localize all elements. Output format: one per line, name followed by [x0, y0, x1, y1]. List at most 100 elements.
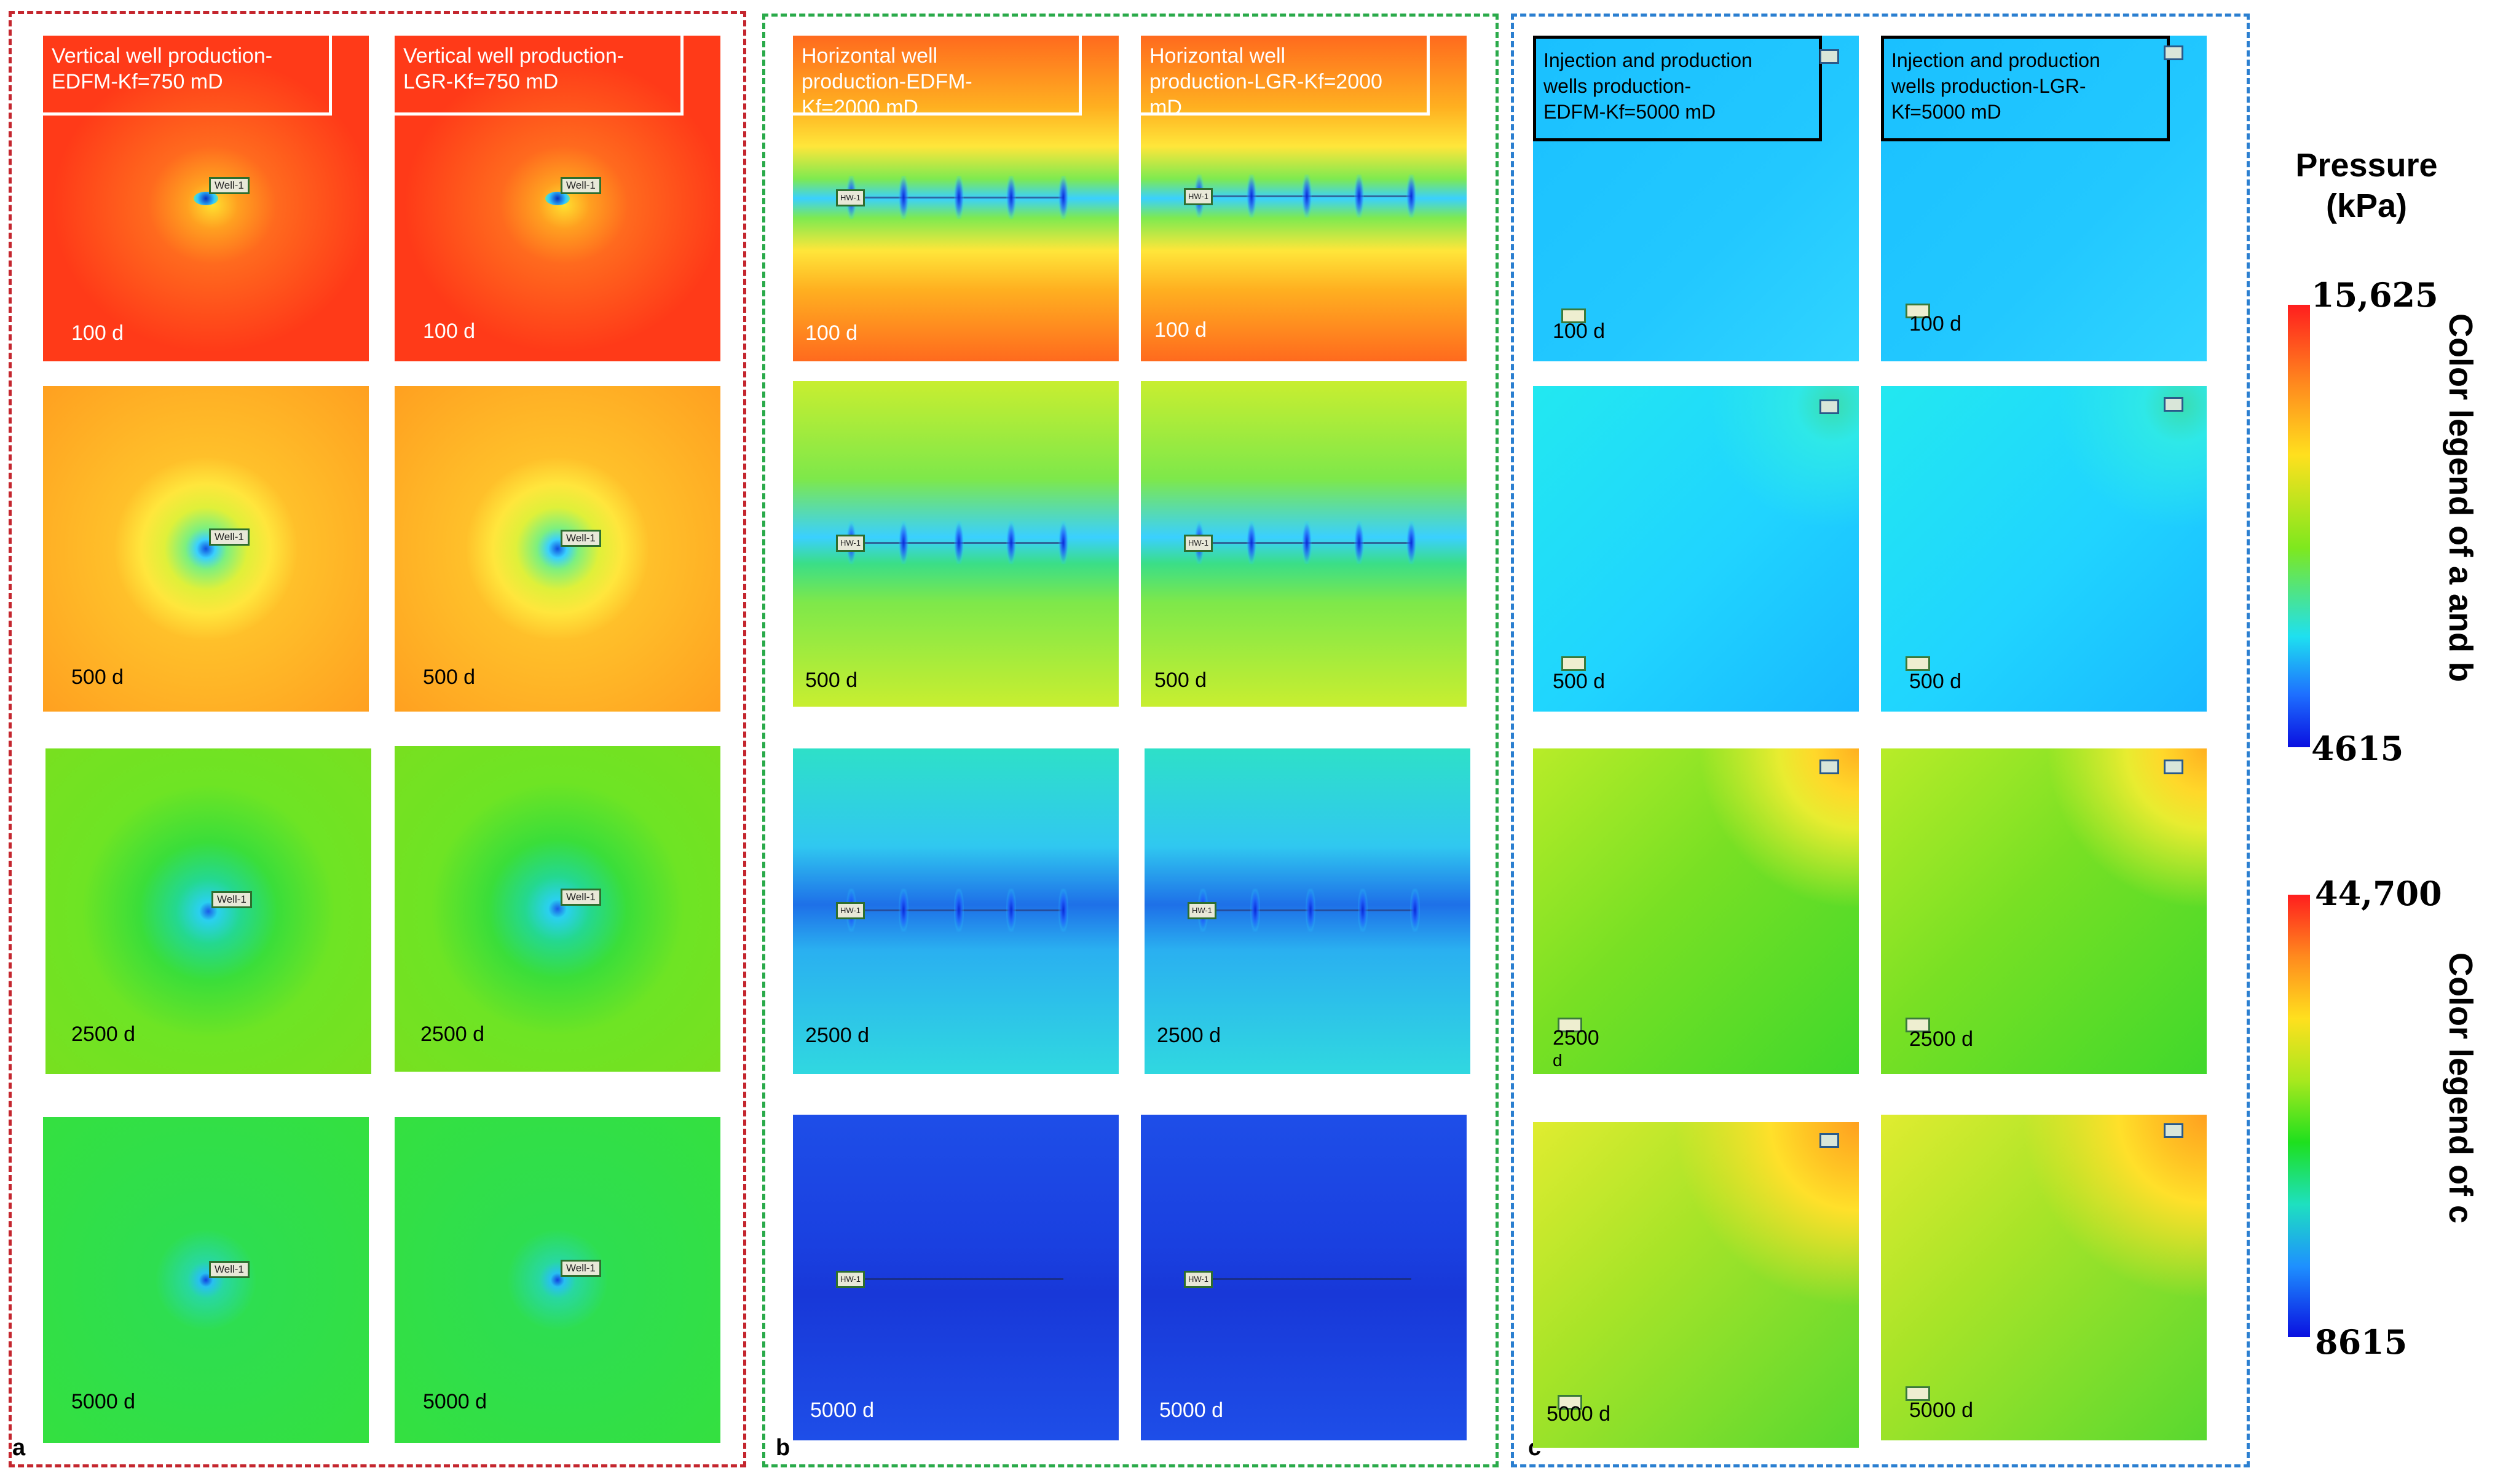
fracture-mark	[1006, 889, 1016, 932]
legend-title-line1: Pressure	[2295, 147, 2438, 184]
fracture-mark	[954, 521, 964, 564]
fracture-mark	[1306, 889, 1315, 932]
well-label-tag: HW-1	[1184, 188, 1213, 205]
injector-marker	[2164, 45, 2183, 60]
time-label: 100 d	[1154, 318, 1207, 342]
well-label-tag: Well-1	[561, 1260, 601, 1277]
time-label: 5000 d	[1547, 1402, 1610, 1426]
well-marker	[194, 192, 218, 205]
time-label: 100 d	[1553, 320, 1606, 343]
time-label: 500 d	[1909, 670, 1962, 693]
fracture-mark	[1410, 889, 1420, 932]
well-label-tag: HW-1	[836, 189, 865, 206]
time-label: 500 d	[1553, 670, 1606, 693]
fracture-mark	[1354, 175, 1364, 218]
producer-marker	[1906, 656, 1930, 671]
time-label: 100 d	[1909, 312, 1962, 336]
well-label-tag: Well-1	[209, 1261, 250, 1278]
panel-a-edfm-title: Vertical well production- EDFM-Kf=750 mD	[43, 36, 332, 116]
fracture-mark	[1247, 521, 1256, 564]
fracture-mark	[1058, 521, 1068, 564]
panel-c-lgr-2500d-map: 2500 d	[1881, 748, 2207, 1074]
panel-b-edfm-title: Horizontal well production-EDFM- Kf=2000…	[793, 36, 1082, 119]
panel-b-edfm-100d-map: Horizontal well production-EDFM- Kf=2000…	[793, 36, 1119, 361]
time-label: 500 d	[805, 669, 858, 692]
panel-b-edfm-500d-map: HW-1 500 d	[793, 381, 1119, 707]
fracture-mark	[1354, 521, 1364, 564]
panel-c-edfm-100d-map: Injection and production wells productio…	[1533, 36, 1859, 361]
time-label: 100 d	[805, 321, 858, 345]
panel-c-edfm-title: Injection and production wells productio…	[1533, 36, 1822, 141]
producer-marker	[1558, 1018, 1582, 1032]
producer-marker	[1906, 1018, 1930, 1032]
panel-c-edfm-2500d-map: 2500 d	[1533, 748, 1859, 1074]
colorbar-c-max: 44,700	[2315, 874, 2442, 913]
fracture-mark	[954, 176, 964, 219]
panel-b-lgr-500d-map: HW-1 500 d	[1141, 381, 1467, 707]
panel-c-edfm-500d-map: 500 d	[1533, 386, 1859, 712]
fracture-mark	[1058, 889, 1068, 932]
panel-a-edfm-5000d-map: Well-1 5000 d	[43, 1117, 369, 1443]
panel-b-lgr-title: Horizontal well production-LGR-Kf=2000 m…	[1141, 36, 1430, 119]
time-label: 5000 d	[71, 1390, 135, 1413]
time-label: 2500 d	[1909, 1027, 1973, 1051]
fracture-mark	[1302, 521, 1312, 564]
well-marker	[545, 192, 570, 205]
legend-title-line2: (kPa)	[2325, 187, 2408, 224]
fracture-mark	[1247, 175, 1256, 218]
colorbar-c-min: 8615	[2315, 1322, 2408, 1362]
time-label: 5000 d	[1159, 1399, 1223, 1422]
panel-b-edfm-5000d-map: HW-1 5000 d	[793, 1115, 1119, 1440]
fracture-mark	[1302, 175, 1312, 218]
injector-marker	[1819, 399, 1839, 414]
colorbar-a-b	[2288, 305, 2310, 747]
panel-a-lgr-title: Vertical well production- LGR-Kf=750 mD	[395, 36, 684, 116]
well-label-tag: Well-1	[561, 177, 601, 194]
colorbar-a-b-max: 15,625	[2311, 275, 2438, 315]
well-label-tag: HW-1	[1188, 902, 1216, 919]
panel-c-lgr-title: Injection and production wells productio…	[1881, 36, 2170, 141]
well-label-tag: Well-1	[209, 177, 250, 194]
time-label: 5000 d	[423, 1390, 487, 1413]
panel-b-frame	[762, 14, 1499, 1467]
time-label: 2500 d	[71, 1023, 135, 1046]
time-label: 100 d	[71, 321, 124, 345]
time-label: 100 d	[423, 320, 476, 343]
panel-b-letter: b	[776, 1435, 790, 1461]
well-label-tag: Well-1	[211, 891, 252, 908]
well-label-tag: Well-1	[561, 530, 601, 547]
injector-marker	[2164, 397, 2183, 412]
panel-a-frame	[9, 11, 746, 1467]
panel-c-lgr-5000d-map: 5000 d	[1881, 1115, 2207, 1440]
fracture-mark	[1406, 521, 1416, 564]
colorbar-a-b-caption: Color legend of a and b	[2442, 313, 2479, 683]
panel-c-edfm-5000d-map: 5000 d	[1533, 1122, 1859, 1448]
panel-a-lgr-100d-map: Vertical well production- LGR-Kf=750 mD …	[395, 36, 720, 361]
producer-marker	[1561, 308, 1586, 323]
panel-b-lgr-2500d-map: HW-1 2500 d	[1145, 748, 1470, 1074]
injector-marker	[1819, 1133, 1839, 1148]
producer-marker	[1906, 304, 1930, 318]
well-label-tag: HW-1	[836, 535, 865, 552]
time-label: 2500 d	[805, 1024, 869, 1047]
fracture-mark	[1406, 175, 1416, 218]
fracture-mark	[899, 176, 909, 219]
well-label-tag: Well-1	[561, 889, 601, 906]
panel-c-lgr-100d-map: Injection and production wells productio…	[1881, 36, 2207, 361]
time-label: 5000 d	[810, 1399, 874, 1422]
well-label-tag: HW-1	[1184, 535, 1213, 552]
time-label: 500 d	[423, 665, 476, 689]
panel-a-lgr-5000d-map: Well-1 5000 d	[395, 1117, 720, 1443]
panel-c-lgr-500d-map: 500 d	[1881, 386, 2207, 712]
time-label: 2500	[1553, 1026, 1599, 1050]
well-label-tag: HW-1	[836, 902, 865, 919]
fracture-mark	[899, 521, 909, 564]
horizontal-well-line	[1196, 1278, 1411, 1280]
colorbar-a-b-min: 4615	[2311, 729, 2404, 768]
injector-marker	[2164, 1123, 2183, 1138]
colorbar-c-caption: Color legend of c	[2442, 952, 2479, 1224]
panel-a-lgr-500d-map: Well-1 500 d	[395, 386, 720, 712]
injector-marker	[1819, 49, 1839, 64]
fracture-mark	[899, 889, 909, 932]
colorbar-c	[2288, 895, 2310, 1337]
